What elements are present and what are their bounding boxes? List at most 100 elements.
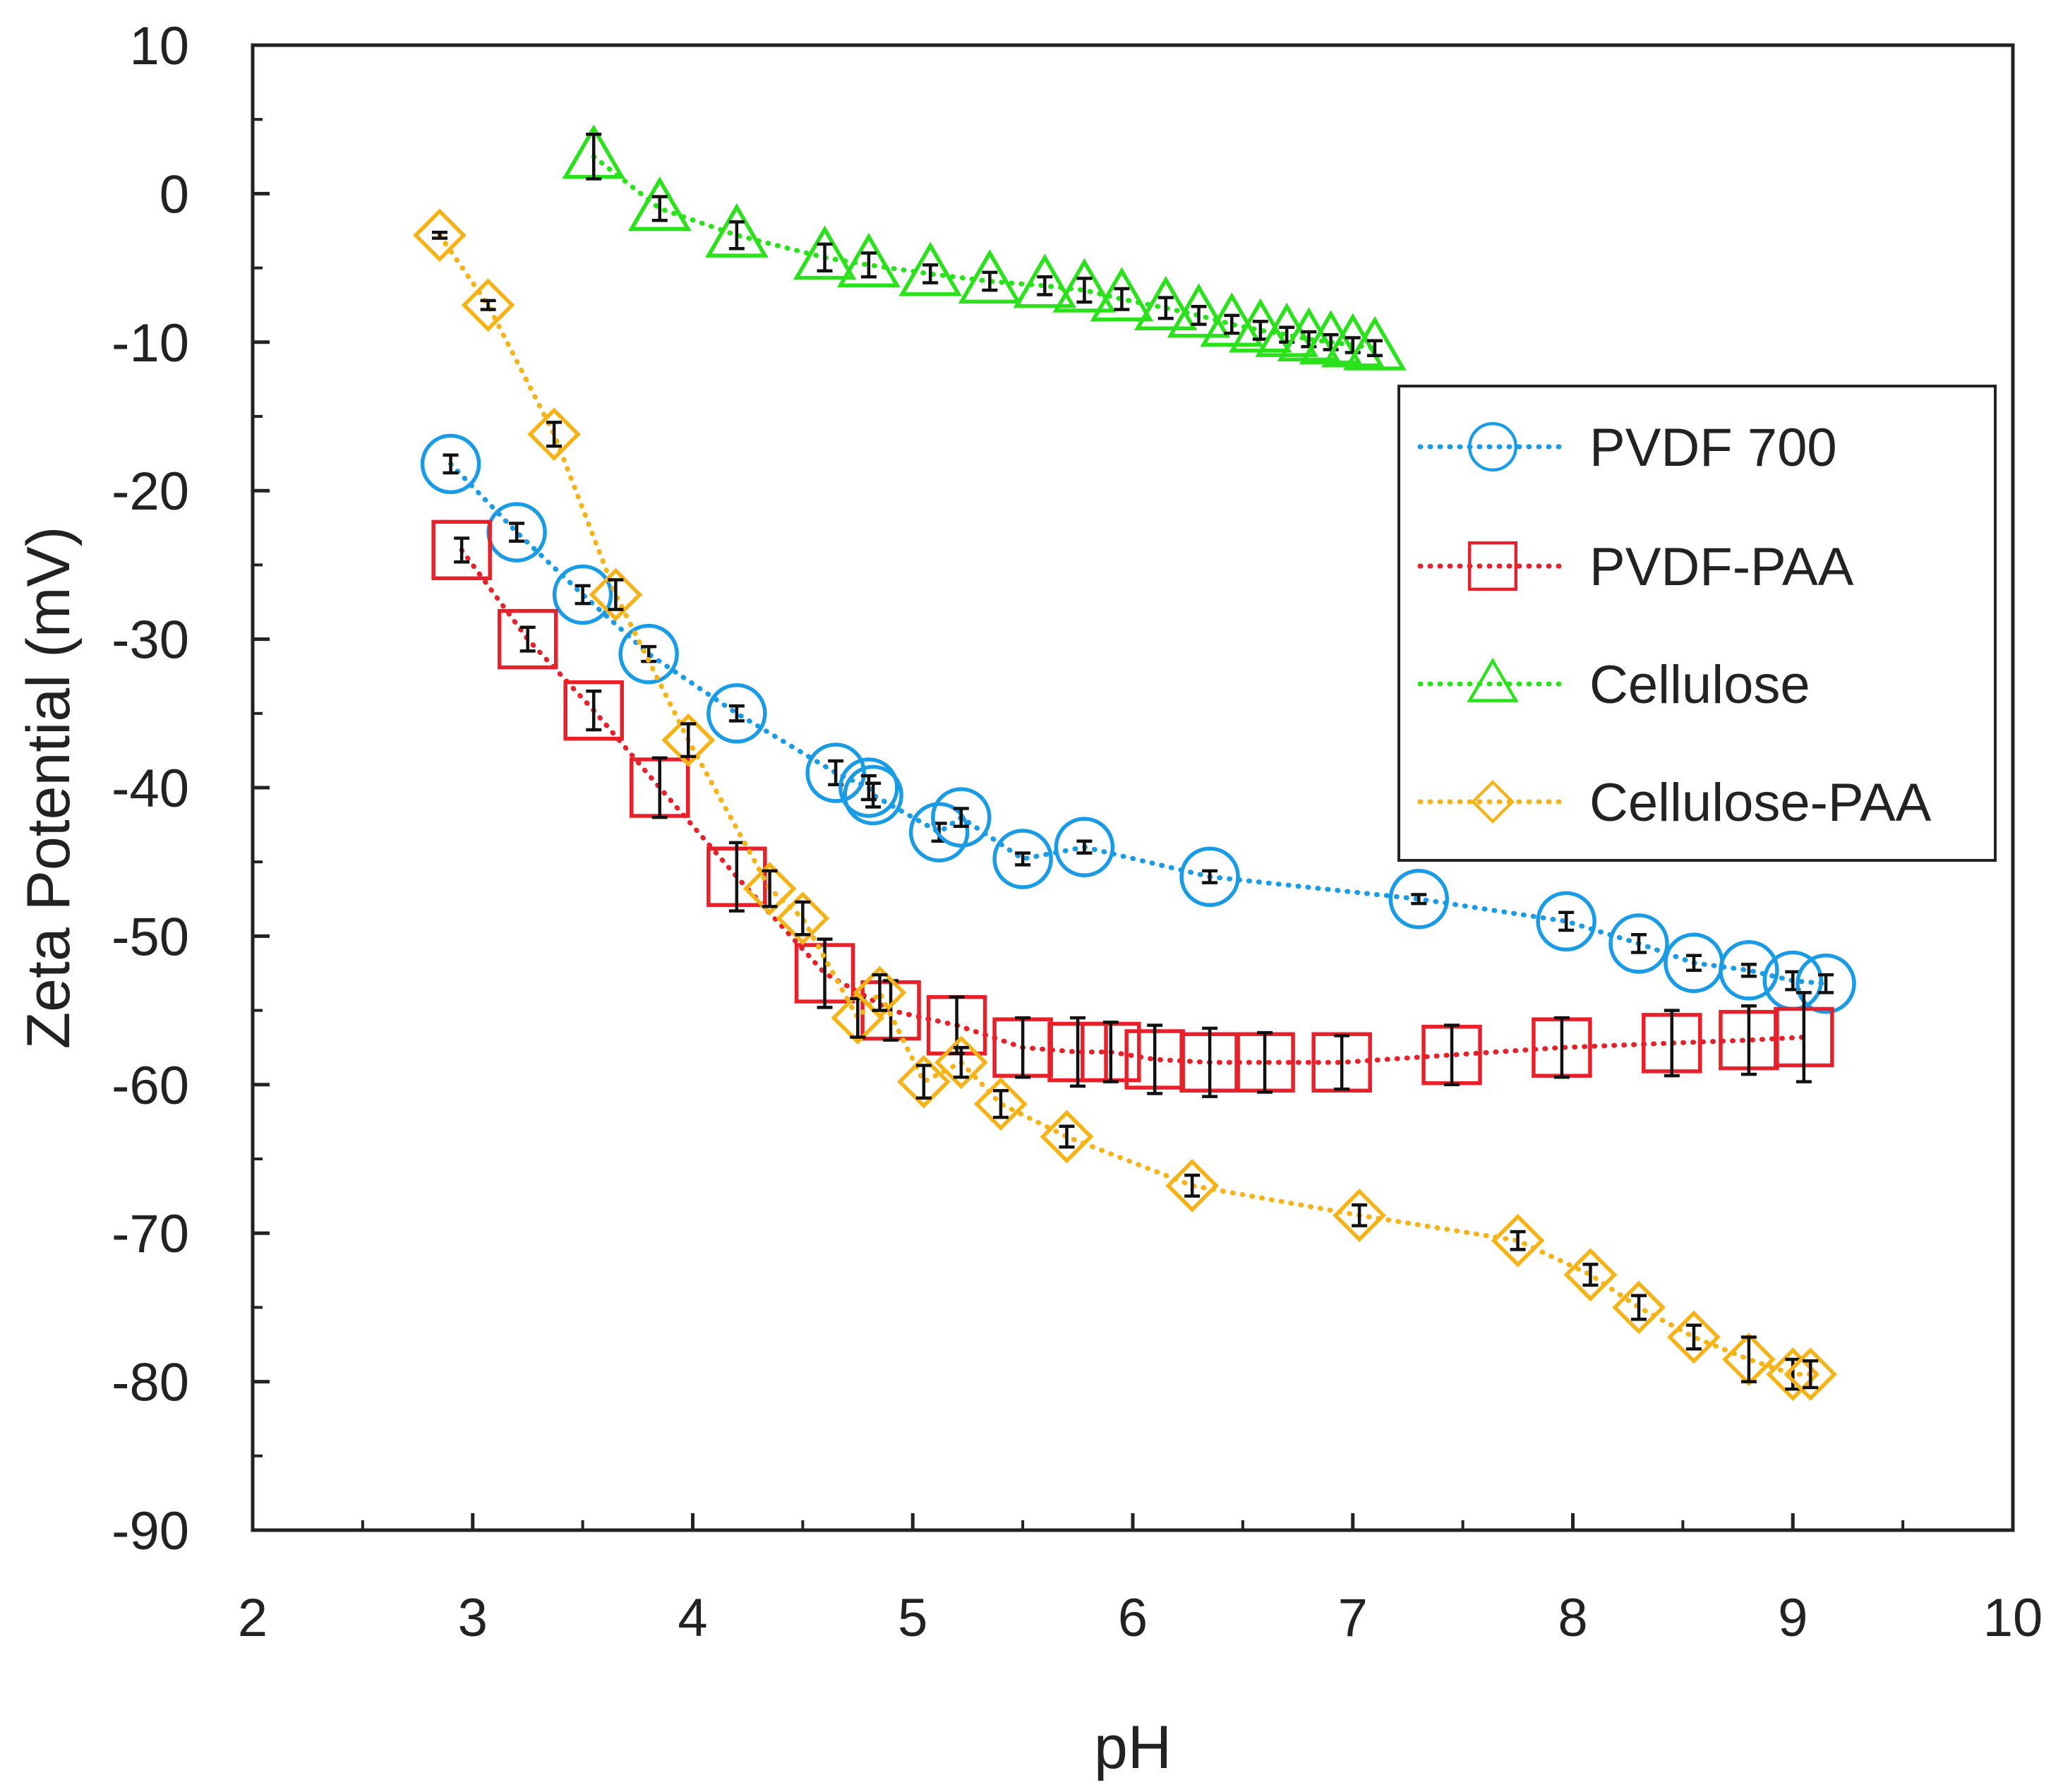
y-tick-label: -30	[112, 611, 189, 671]
data-point-cellulose-paa	[853, 966, 907, 1020]
data-point-pvdf-700	[1796, 953, 1856, 1014]
x-tick-label: 10	[1983, 1588, 2043, 1648]
data-point-cellulose	[837, 232, 901, 287]
series-line-pvdf-paa	[459, 547, 1807, 1065]
series-cellulose-paa	[413, 208, 1838, 1401]
data-point-cellulose	[958, 249, 1022, 304]
data-point-cellulose	[1133, 275, 1198, 330]
data-point-pvdf-700	[420, 433, 481, 495]
data-point-cellulose-paa	[589, 567, 643, 622]
series-line-cellulose-paa	[437, 232, 1813, 1377]
data-point-pvdf-700	[843, 764, 903, 826]
legend-marker-pvdf-paa	[1467, 541, 1517, 591]
data-point-cellulose-paa	[661, 713, 716, 767]
x-axis-title: pH	[1094, 1714, 1172, 1781]
x-tick-label: 7	[1338, 1588, 1368, 1648]
data-point-pvdf-700	[1388, 869, 1450, 930]
data-point-cellulose	[1052, 258, 1117, 313]
data-point-cellulose-paa	[1612, 1280, 1666, 1335]
y-tick-label: -20	[112, 462, 189, 522]
data-point-pvdf-700	[1536, 891, 1596, 952]
legend-label-pvdf-paa: PVDF-PAA	[1589, 537, 1854, 597]
data-point-cellulose	[1200, 292, 1264, 347]
legend-marker-cellulose	[1467, 657, 1519, 702]
legend-marker-cellulose-paa	[1471, 780, 1515, 824]
data-point-cellulose-paa	[1040, 1110, 1094, 1164]
data-point-cellulose	[627, 176, 692, 231]
legend-label-pvdf-700: PVDF 700	[1589, 418, 1837, 478]
series-line-pvdf-700	[448, 461, 1829, 987]
data-point-cellulose-paa	[1563, 1248, 1618, 1302]
data-point-pvdf-paa	[563, 680, 624, 741]
series-cellulose	[562, 124, 1407, 371]
x-tick-label: 6	[1118, 1588, 1148, 1648]
data-point-cellulose-paa	[776, 891, 830, 946]
series-pvdf-paa	[431, 519, 1834, 1098]
data-point-cellulose-paa	[1165, 1158, 1220, 1213]
legend: PVDF 700 PVDF-PAA Cellulose Cellulose-PAA	[1397, 385, 1997, 862]
data-point-cellulose-paa	[974, 1077, 1028, 1131]
y-axis-title: Zeta Potential (mV)	[15, 527, 83, 1050]
data-point-pvdf-700	[552, 564, 613, 625]
axis-ticks: 2 3 4 5 6 7 8 9 10 10 0 -10 -20 -30 -40 -50 -60 -70 -80 -90	[112, 16, 2043, 1648]
data-point-cellulose-paa	[1491, 1213, 1545, 1268]
data-point-cellulose	[898, 241, 962, 296]
legend-box	[1397, 385, 1997, 862]
y-tick-label: -70	[112, 1204, 189, 1264]
data-point-cellulose	[1013, 253, 1077, 308]
data-point-cellulose-paa	[461, 278, 515, 332]
data-point-cellulose-paa	[1722, 1333, 1776, 1386]
x-tick-label: 4	[678, 1588, 707, 1648]
data-point-pvdf-700	[618, 623, 679, 685]
data-point-cellulose-paa	[527, 407, 581, 462]
plot-marks	[413, 124, 1856, 1401]
data-point-cellulose	[1343, 315, 1407, 371]
data-point-cellulose-paa	[1667, 1310, 1721, 1364]
data-point-cellulose-paa	[413, 208, 467, 263]
data-point-cellulose-paa	[742, 862, 797, 915]
legend-marker-pvdf-700	[1467, 422, 1517, 472]
data-point-pvdf-700	[706, 683, 767, 744]
data-point-cellulose	[1299, 310, 1363, 365]
x-tick-label: 3	[458, 1588, 488, 1648]
data-point-cellulose	[1321, 313, 1385, 368]
data-point-cellulose	[1167, 283, 1231, 338]
y-tick-label: 10	[129, 16, 189, 76]
x-tick-label: 5	[898, 1588, 927, 1648]
data-point-cellulose-paa	[1766, 1347, 1820, 1401]
data-point-pvdf-paa	[431, 519, 492, 581]
data-point-cellulose-paa	[934, 1035, 988, 1090]
y-tick-label: -40	[112, 759, 189, 819]
y-tick-label: -50	[112, 907, 189, 967]
data-point-pvdf-700	[908, 802, 970, 862]
y-tick-label: -90	[112, 1501, 189, 1561]
y-tick-label: 0	[160, 164, 189, 224]
data-point-pvdf-700	[1719, 940, 1779, 1001]
data-point-cellulose-paa	[1333, 1189, 1386, 1242]
data-point-cellulose	[705, 203, 769, 258]
data-point-cellulose-paa	[1784, 1347, 1838, 1401]
x-tick-label: 8	[1558, 1588, 1587, 1648]
data-point-cellulose	[1277, 307, 1341, 362]
data-point-cellulose	[793, 225, 857, 280]
data-point-pvdf-700	[1179, 846, 1240, 907]
data-point-cellulose-paa	[896, 1054, 951, 1109]
data-point-pvdf-700	[805, 742, 866, 803]
data-point-cellulose	[1090, 267, 1154, 322]
legend-label-cellulose-paa: Cellulose-PAA	[1589, 773, 1932, 833]
data-point-pvdf-700	[1608, 913, 1669, 974]
y-tick-label: -60	[112, 1056, 189, 1116]
data-point-cellulose	[1255, 302, 1319, 357]
y-tick-label: -80	[112, 1353, 189, 1413]
data-point-pvdf-700	[992, 829, 1053, 889]
data-point-pvdf-700	[1054, 817, 1115, 877]
data-point-pvdf-700	[838, 757, 899, 818]
x-tick-label: 2	[238, 1588, 267, 1648]
legend-label-cellulose: Cellulose	[1589, 655, 1810, 715]
data-point-pvdf-700	[931, 787, 992, 848]
x-tick-label: 9	[1778, 1588, 1808, 1648]
data-point-pvdf-paa	[497, 608, 558, 670]
